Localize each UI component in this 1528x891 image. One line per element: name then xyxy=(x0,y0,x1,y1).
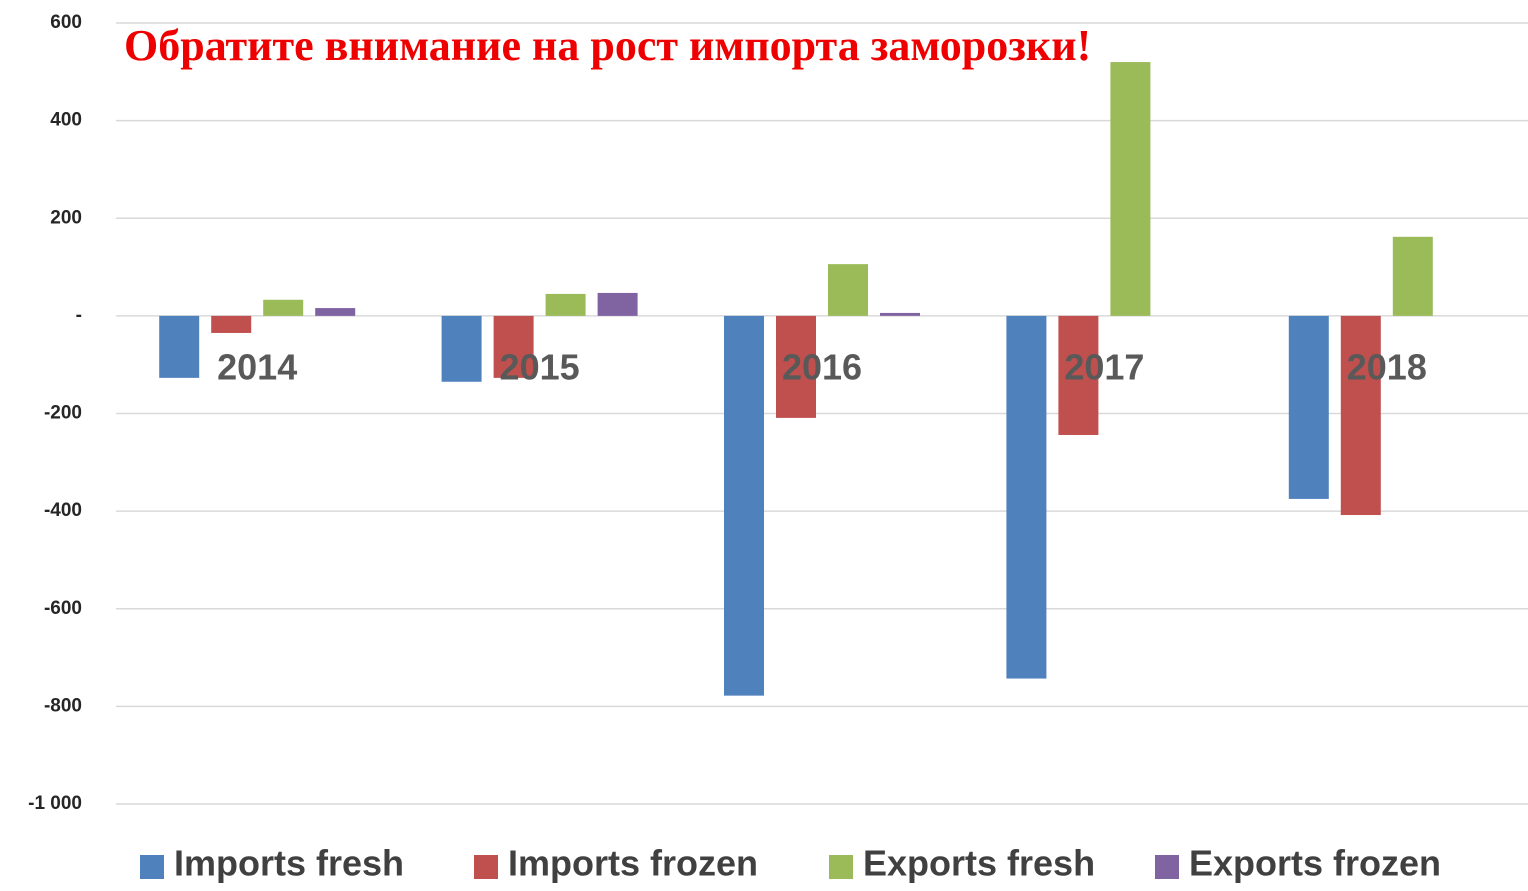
y-tick-label: -400 xyxy=(44,500,82,521)
bar xyxy=(315,308,356,316)
bar xyxy=(263,299,304,316)
y-tick-label: - xyxy=(76,305,82,326)
legend-swatch xyxy=(474,855,498,879)
bar xyxy=(724,315,764,696)
bar xyxy=(211,315,252,333)
bar xyxy=(1058,315,1099,435)
legend-swatch xyxy=(829,855,853,879)
y-tick-label: 600 xyxy=(50,12,82,33)
bar xyxy=(545,293,586,316)
y-tick-label: 200 xyxy=(50,207,82,228)
chart-title: Обратите внимание на рост импорта заморо… xyxy=(124,21,1091,70)
bar xyxy=(828,264,868,316)
legend-swatch xyxy=(140,855,164,879)
bar xyxy=(159,315,200,378)
legend-label: Exports fresh xyxy=(863,843,1095,884)
bar xyxy=(1340,315,1381,516)
bar xyxy=(1392,236,1433,316)
y-tick-label: -600 xyxy=(44,598,82,619)
bar xyxy=(1006,315,1047,679)
category-label: 2015 xyxy=(500,347,580,388)
legend-label: Imports frozen xyxy=(508,843,758,884)
bar xyxy=(441,315,482,382)
bar xyxy=(597,292,638,316)
y-tick-label: -1 000 xyxy=(28,793,82,814)
bar xyxy=(880,312,920,316)
y-tick-label: -200 xyxy=(44,403,82,424)
bar xyxy=(1288,315,1329,499)
bar xyxy=(1110,62,1151,316)
y-tick-label: -800 xyxy=(44,695,82,716)
legend-label: Exports frozen xyxy=(1189,843,1441,884)
y-tick-label: 400 xyxy=(50,110,82,131)
legend-label: Imports fresh xyxy=(174,843,404,884)
bar xyxy=(776,315,816,418)
category-label: 2018 xyxy=(1347,347,1427,388)
category-label: 2016 xyxy=(782,347,862,388)
category-label: 2017 xyxy=(1064,347,1144,388)
bar xyxy=(493,315,534,378)
category-label: 2014 xyxy=(217,347,297,388)
legend-swatch xyxy=(1155,855,1179,879)
